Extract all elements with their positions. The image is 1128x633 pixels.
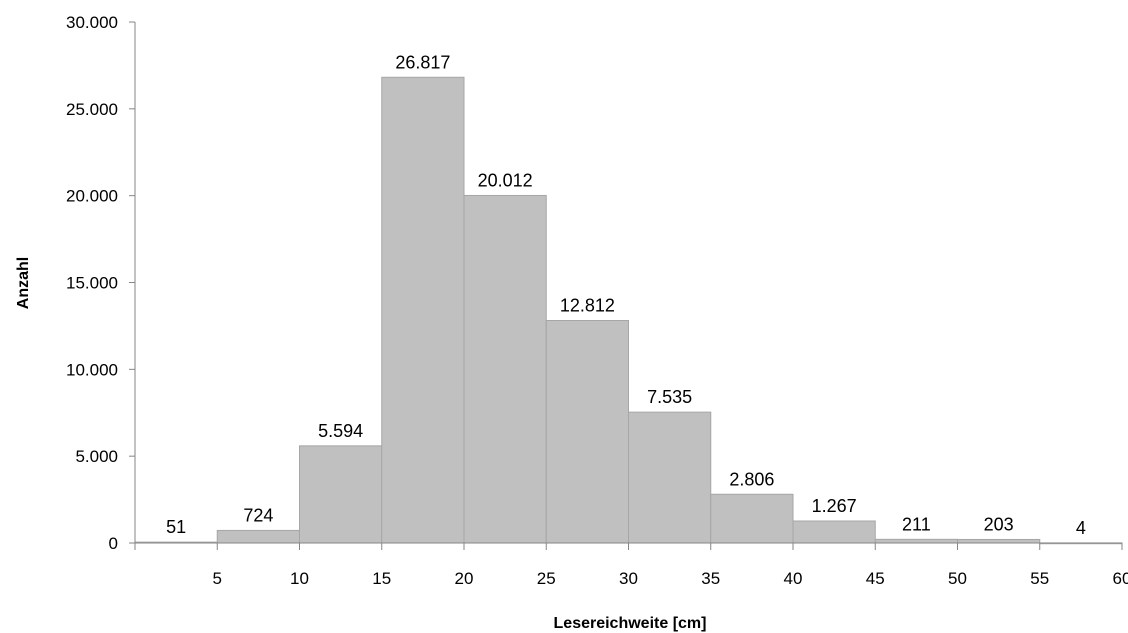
bar-5-10 bbox=[216, 529, 300, 544]
y-tick-label: 20.000 bbox=[66, 187, 118, 206]
bar-15-20 bbox=[381, 76, 465, 544]
y-tick-label: 15.000 bbox=[66, 274, 118, 293]
data-label-25-30: 12.812 bbox=[560, 295, 615, 315]
bar-45-50 bbox=[874, 538, 958, 544]
data-label-20-25: 20.012 bbox=[478, 170, 533, 190]
data-label-50-55: 203 bbox=[984, 514, 1014, 534]
bar-20-25 bbox=[463, 194, 547, 544]
y-tick-label: 30.000 bbox=[66, 13, 118, 32]
bars-group bbox=[134, 76, 1123, 545]
x-tick-labels-group: 5 10 15 20 25 30 35 40 45 50 55 60 bbox=[213, 569, 1128, 588]
data-label-40-45: 1.267 bbox=[812, 496, 857, 516]
y-tick-label: 25.000 bbox=[66, 100, 118, 119]
x-tick-label: 35 bbox=[701, 569, 720, 588]
bar-30-35 bbox=[628, 411, 712, 544]
x-tick-label: 50 bbox=[948, 569, 967, 588]
x-tick-label: 20 bbox=[455, 569, 474, 588]
data-label-30-35: 7.535 bbox=[647, 387, 692, 407]
x-tick-label: 45 bbox=[866, 569, 885, 588]
y-tick-labels-group: 0 5.000 10.000 15.000 20.000 25.000 30.000 bbox=[66, 13, 118, 553]
data-label-45-50: 211 bbox=[902, 514, 931, 534]
x-tick-label: 40 bbox=[784, 569, 803, 588]
bar-35-40 bbox=[710, 493, 794, 544]
data-label-10-15: 5.594 bbox=[318, 421, 363, 441]
data-label-35-40: 2.806 bbox=[729, 469, 774, 489]
data-label-55-60: 4 bbox=[1076, 518, 1086, 538]
bar-40-45 bbox=[792, 520, 876, 544]
data-label-5-10: 724 bbox=[243, 505, 273, 525]
x-tick-label: 25 bbox=[537, 569, 556, 588]
y-axis-title: Anzahl bbox=[15, 257, 32, 309]
x-tick-label: 10 bbox=[290, 569, 309, 588]
bar-25-30 bbox=[545, 319, 629, 544]
x-tick-label: 15 bbox=[372, 569, 391, 588]
x-tick-label: 30 bbox=[619, 569, 638, 588]
y-tick-label: 0 bbox=[109, 534, 118, 553]
bar-10-15 bbox=[299, 445, 383, 544]
x-tick-label: 5 bbox=[213, 569, 222, 588]
data-label-0-5: 51 bbox=[166, 517, 186, 537]
data-labels-group: 51 724 5.594 26.817 20.012 12.812 7.535 2.806 1.… bbox=[166, 52, 1086, 538]
x-axis-title: Lesereichweite [cm] bbox=[554, 615, 707, 632]
x-tick-label: 60 bbox=[1113, 569, 1128, 588]
axes-group bbox=[129, 21, 1123, 550]
y-tick-label: 10.000 bbox=[66, 360, 118, 379]
data-label-15-20: 26.817 bbox=[395, 52, 450, 72]
y-tick-label: 5.000 bbox=[75, 447, 118, 466]
bar-50-55 bbox=[957, 538, 1041, 544]
x-tick-label: 55 bbox=[1030, 569, 1049, 588]
